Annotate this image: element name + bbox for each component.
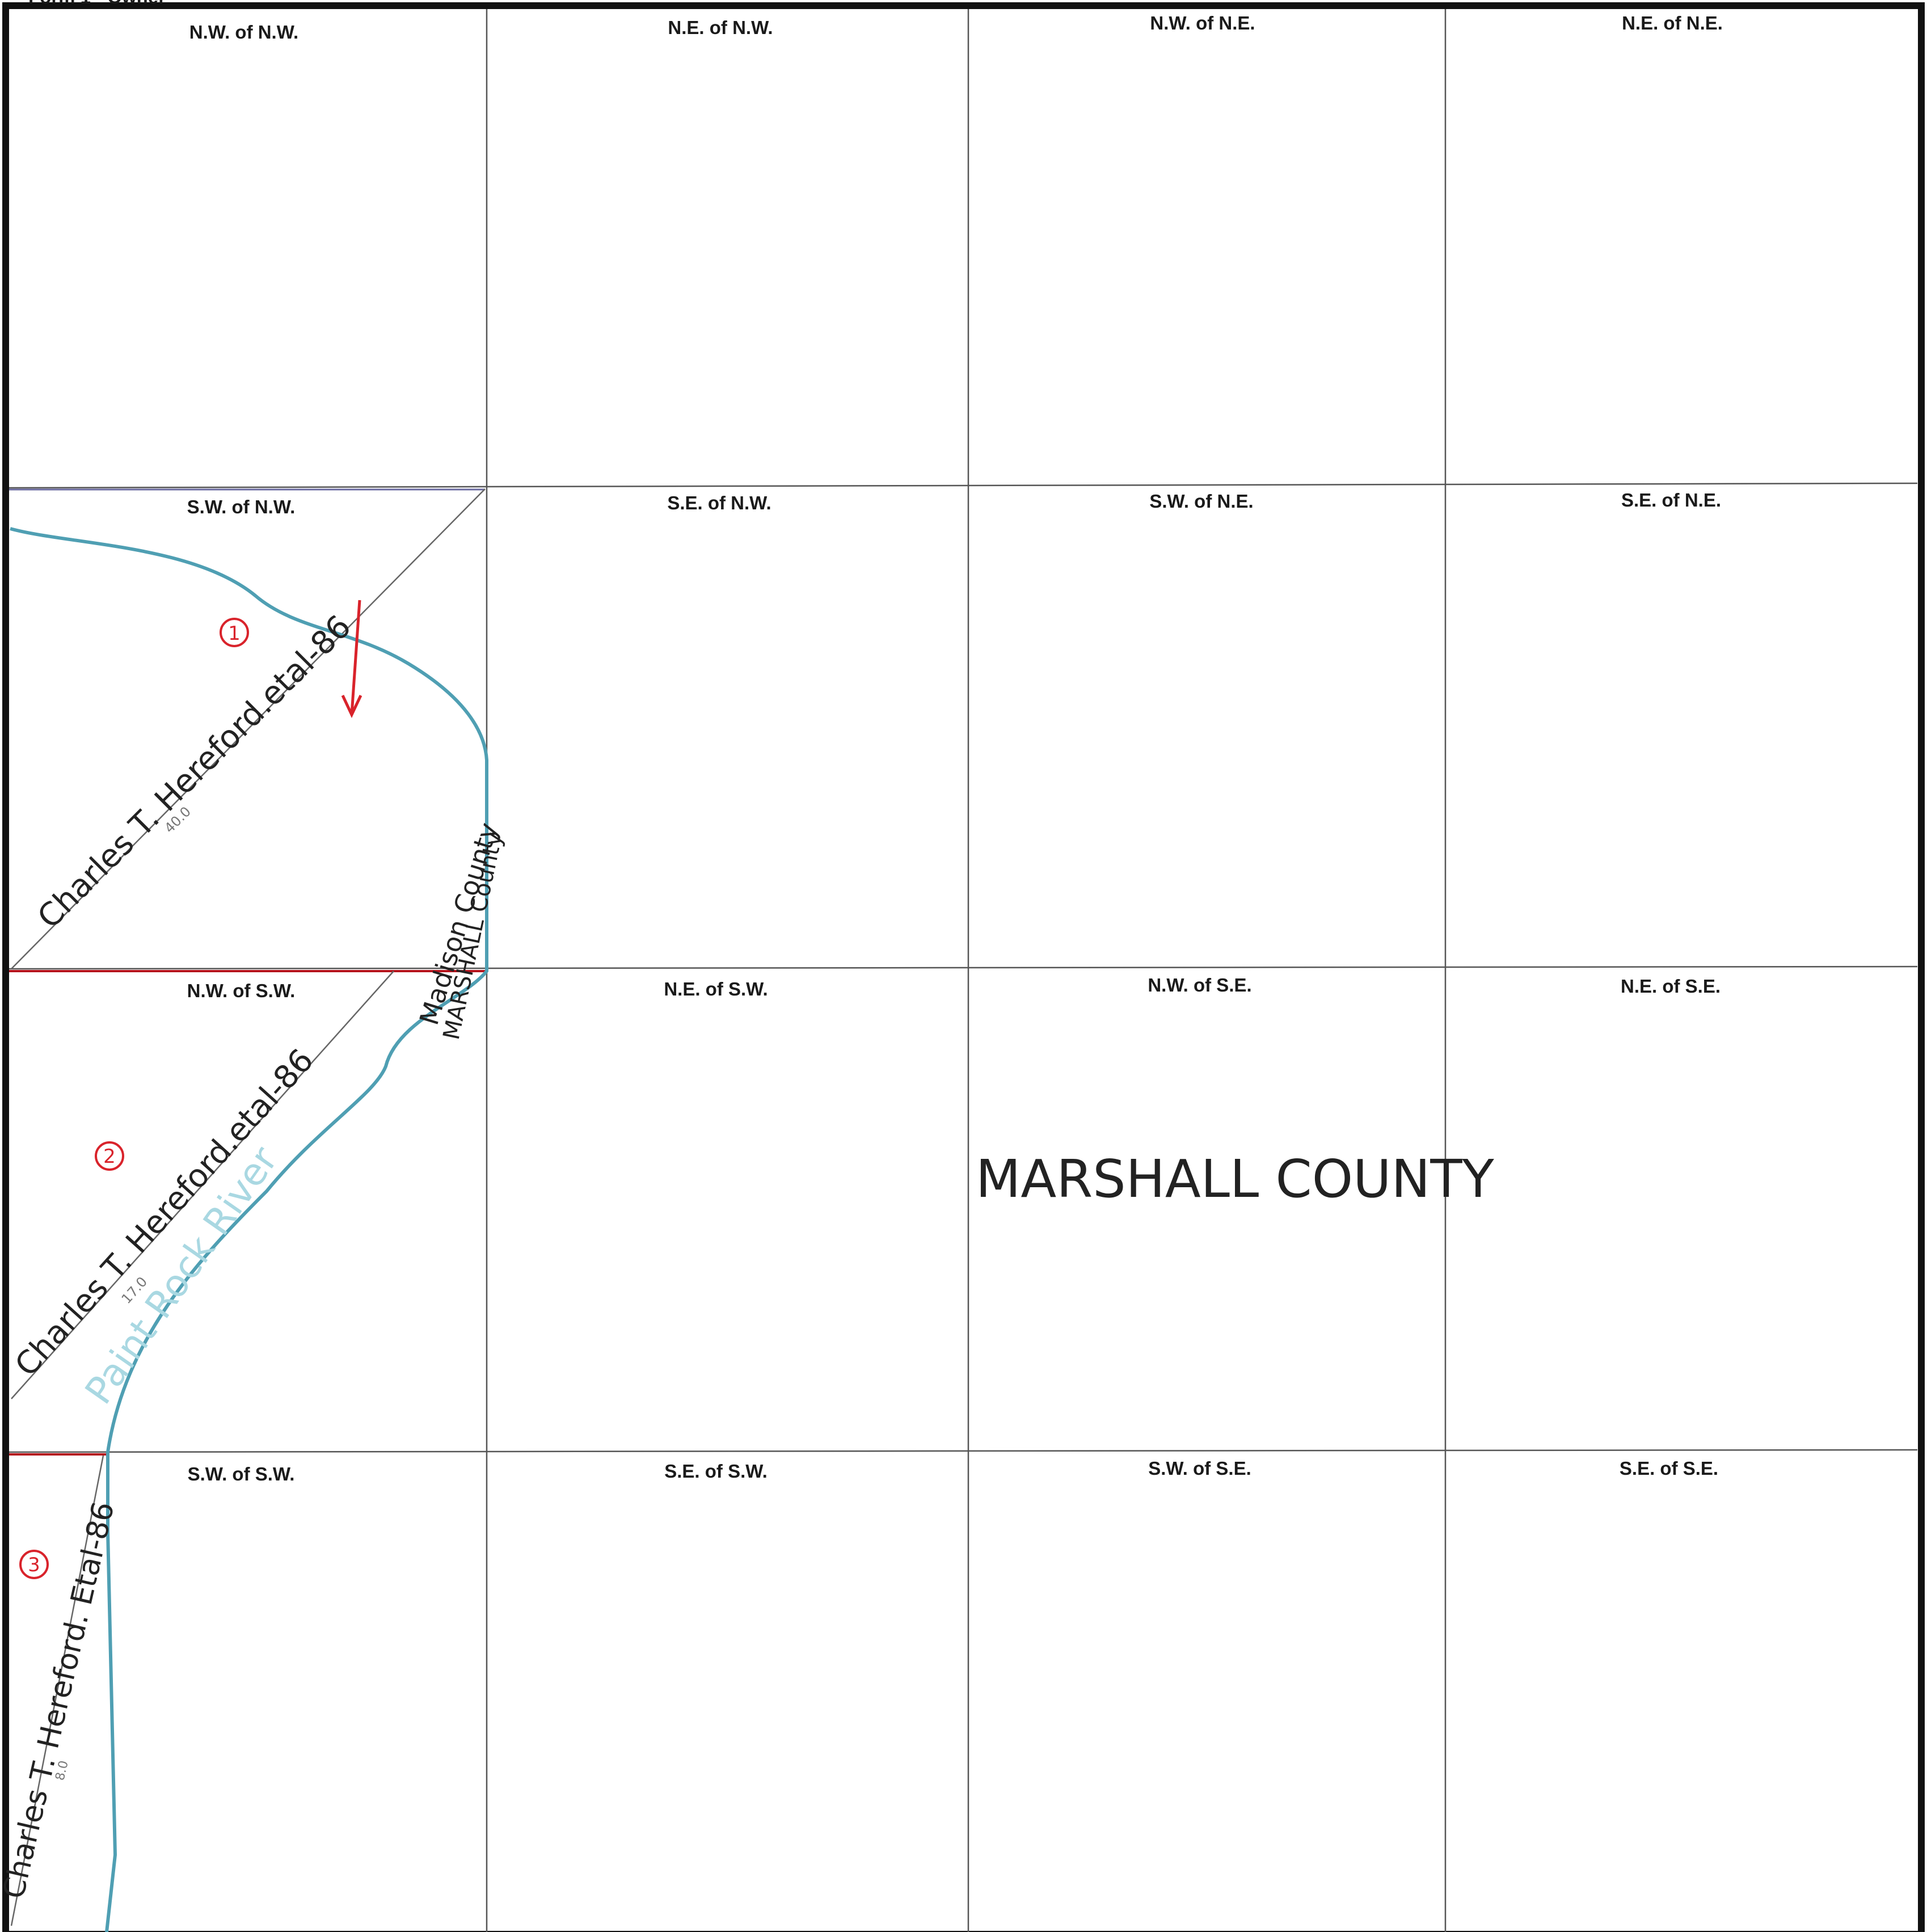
quarter-label: S.E. of N.W.: [667, 492, 771, 513]
county-label: MARSHALL COUNTY: [976, 1149, 1495, 1209]
quarter-labels: N.W. of N.W. N.E. of N.W. N.W. of N.E. N…: [187, 12, 1723, 1484]
quarter-label: S.W. of N.W.: [187, 496, 296, 517]
parcel-1-arrow: [341, 600, 362, 718]
quarter-label: S.E. of S.W.: [664, 1461, 768, 1482]
quarter-label: S.E. of N.E.: [1621, 490, 1721, 511]
parcel-diagonals: [10, 488, 486, 1926]
parcel-2-circle: [95, 1141, 124, 1171]
parcel-3-marker: 3: [19, 1550, 49, 1579]
quarter-label: S.W. of S.E.: [1148, 1458, 1251, 1479]
parcel-2-marker: 2: [95, 1141, 124, 1171]
quarter-label: N.W. of S.W.: [187, 980, 296, 1001]
quarter-label: N.E. of N.W.: [668, 17, 773, 38]
header-text: Form 1 - Owner: [28, 0, 166, 7]
river-line: [10, 527, 488, 1932]
quarter-label: S.W. of N.E.: [1149, 491, 1253, 512]
parcel-1-circle: [220, 618, 249, 647]
quarter-label: N.W. of N.E.: [1150, 12, 1255, 33]
parcel-1-number: 1: [228, 622, 241, 645]
parcel-3-circle: [19, 1550, 49, 1579]
quarter-label: N.W. of N.W.: [189, 22, 298, 43]
parcel-3-number: 3: [28, 1554, 40, 1576]
parcel-2-number: 2: [103, 1145, 116, 1168]
quarter-label: N.W. of S.E.: [1148, 975, 1251, 995]
parcel-1-marker: 1: [220, 618, 249, 647]
parcel-red-boundaries: [9, 970, 488, 1456]
quarter-label: S.E. of S.E.: [1620, 1458, 1718, 1479]
quarter-label: N.E. of S.W.: [664, 978, 768, 999]
quarter-label: N.E. of S.E.: [1621, 976, 1721, 997]
quarter-label: N.E. of N.E.: [1622, 12, 1723, 33]
quarter-label: S.W. of S.W.: [188, 1463, 295, 1484]
